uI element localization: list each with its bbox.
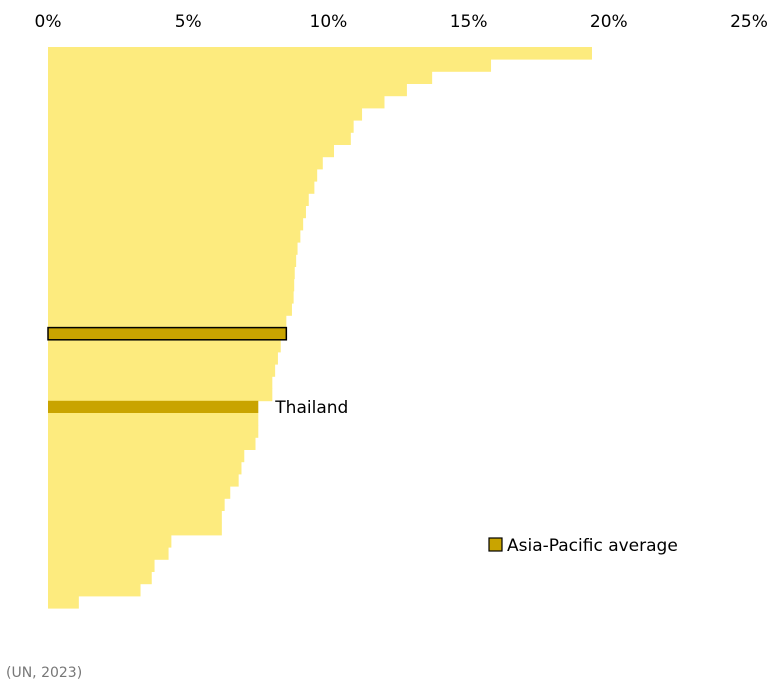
bar — [48, 254, 297, 267]
bar — [48, 108, 363, 121]
bar — [48, 144, 335, 158]
x-tick-label: 15% — [450, 12, 488, 32]
highlight-bars: Thailand — [47, 326, 348, 418]
legend-swatch-asia-pacific-average — [488, 537, 503, 552]
bar — [48, 474, 239, 487]
bar — [48, 266, 295, 280]
bar — [48, 278, 295, 292]
bar — [48, 120, 354, 133]
bar — [48, 169, 318, 182]
bar — [48, 547, 169, 560]
x-tick-label: 0% — [35, 12, 62, 32]
bar-asia-pacific-average — [47, 326, 288, 341]
legend-label-asia-pacific-average: Asia-Pacific average — [507, 536, 678, 556]
bar — [48, 303, 292, 316]
bar-thailand — [48, 400, 259, 413]
bar — [48, 156, 323, 170]
source-note: (UN, 2023) — [6, 665, 83, 681]
bar — [48, 47, 592, 60]
bar — [48, 339, 281, 353]
x-tick-label: 10% — [310, 12, 348, 32]
bar — [48, 71, 433, 84]
bar — [48, 315, 287, 328]
bar — [48, 376, 273, 389]
bar — [48, 364, 276, 377]
bar — [48, 437, 256, 450]
bar — [48, 461, 242, 475]
bar — [48, 559, 155, 572]
x-tick-label: 20% — [590, 12, 628, 32]
x-tick-label: 25% — [730, 12, 768, 32]
bar — [48, 193, 309, 206]
bar — [48, 352, 278, 365]
bar — [48, 596, 79, 609]
bar — [48, 205, 306, 219]
annotation-thailand: Thailand — [274, 398, 348, 418]
x-tick-label: 5% — [175, 12, 202, 32]
bar — [48, 95, 385, 109]
bar — [48, 59, 492, 72]
bar — [48, 498, 225, 511]
bar — [48, 571, 152, 585]
bar — [48, 583, 141, 597]
bar — [48, 181, 315, 194]
bar — [48, 217, 304, 231]
bar — [48, 291, 294, 304]
bar — [48, 486, 231, 499]
bar — [48, 132, 351, 145]
bar — [48, 449, 245, 463]
bar — [48, 522, 222, 536]
legend: Asia-Pacific average — [488, 536, 678, 556]
bar — [48, 535, 172, 548]
bar — [48, 242, 298, 255]
bar — [48, 230, 301, 243]
bar — [48, 425, 259, 438]
x-axis-ticks: 0% 5% 10% 15% 20% 25% — [35, 12, 768, 32]
bars — [48, 47, 592, 609]
bar — [48, 388, 273, 402]
bar — [48, 413, 259, 426]
bar — [48, 83, 407, 97]
bar — [48, 510, 222, 524]
